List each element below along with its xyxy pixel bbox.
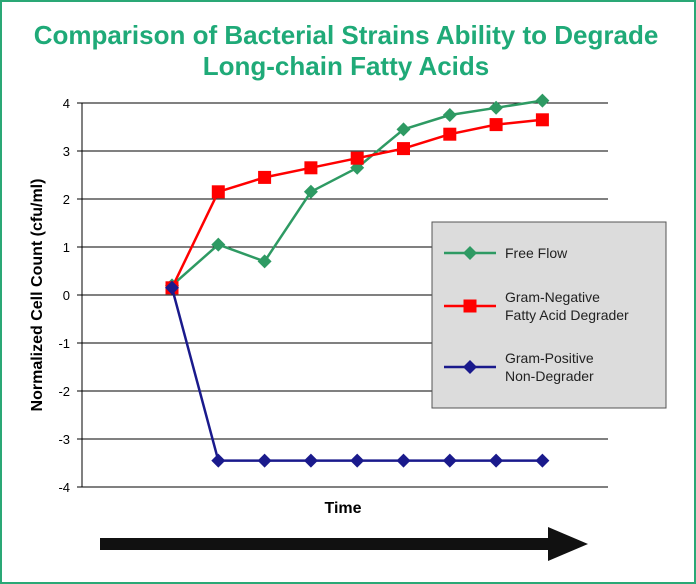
y-tick-label: 4 <box>63 96 70 111</box>
time-arrow-shaft <box>100 538 552 550</box>
data-point-gram-positive <box>535 453 550 468</box>
data-point-gram-positive <box>489 453 504 468</box>
data-point-free-flow <box>257 254 272 269</box>
data-point-gram-positive <box>396 453 411 468</box>
data-point-gram-negative <box>489 118 503 132</box>
data-point-free-flow <box>442 108 457 122</box>
legend-swatch-marker-gram-negative <box>463 299 477 313</box>
data-point-free-flow <box>535 93 550 108</box>
y-tick-label: -3 <box>58 432 70 447</box>
y-tick-label: 0 <box>63 288 70 303</box>
legend-label-gram-positive-line-2: Non-Degrader <box>505 368 594 384</box>
data-point-gram-positive <box>303 453 318 468</box>
data-point-gram-negative <box>535 113 549 127</box>
data-point-gram-positive <box>257 453 272 468</box>
y-tick-labels: 4 3 2 1 0 -1 -2 -3 -4 <box>58 96 70 495</box>
data-point-free-flow <box>211 237 226 252</box>
time-arrow-head <box>548 527 588 561</box>
y-tick-label: -2 <box>58 384 70 399</box>
legend: Free Flow Gram-Negative Fatty Acid Degra… <box>431 221 667 409</box>
data-point-gram-negative <box>443 127 457 141</box>
y-axis-label: Normalized Cell Count (cfu/ml) <box>29 179 46 412</box>
y-tick-label: -4 <box>58 480 70 495</box>
data-point-gram-negative <box>258 170 272 184</box>
y-tick-label: 3 <box>63 144 70 159</box>
legend-label-gram-negative-line-1: Gram-Negative <box>505 289 600 305</box>
data-point-gram-positive <box>442 453 457 468</box>
data-point-gram-positive <box>165 280 179 295</box>
chart-title-line-1: Comparison of Bacterial Strains Ability … <box>33 20 659 50</box>
data-point-gram-negative <box>350 151 364 165</box>
legend-label-gram-negative-line-2: Fatty Acid Degrader <box>505 307 629 323</box>
legend-swatch-marker-gram-positive <box>463 360 477 374</box>
legend-label-gram-positive-line-1: Gram-Positive <box>505 350 594 366</box>
series-gram-positive <box>165 280 550 468</box>
data-point-free-flow <box>396 122 411 137</box>
chart-title: Comparison of Bacterial Strains Ability … <box>0 20 692 82</box>
chart-title-line-2: Long-chain Fatty Acids <box>202 51 490 81</box>
data-point-free-flow <box>489 100 504 115</box>
y-tick-label: 2 <box>63 192 70 207</box>
data-point-gram-negative <box>211 185 225 199</box>
data-point-free-flow <box>303 184 318 199</box>
data-point-gram-positive <box>350 453 365 468</box>
data-point-gram-negative <box>304 161 318 175</box>
x-axis-label: Time <box>324 500 361 517</box>
data-point-gram-negative <box>397 142 410 156</box>
series-group <box>165 93 550 468</box>
y-tick-label: -1 <box>58 336 70 351</box>
y-tick-label: 1 <box>63 240 70 255</box>
legend-swatch-marker-free-flow <box>463 246 477 260</box>
legend-label-free-flow: Free Flow <box>505 245 568 261</box>
data-point-gram-positive <box>211 453 226 468</box>
